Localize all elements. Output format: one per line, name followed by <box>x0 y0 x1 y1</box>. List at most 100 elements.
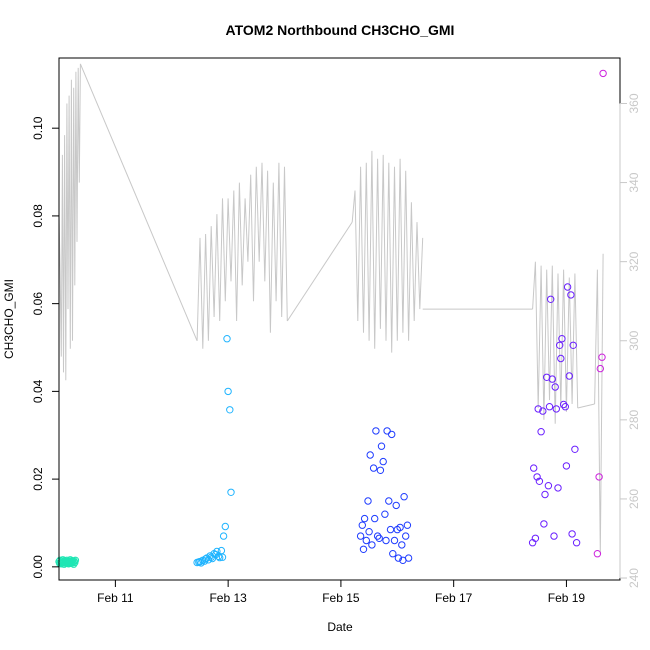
data-point <box>216 553 224 562</box>
data-point <box>562 462 571 470</box>
secondary-line-segment <box>532 261 579 424</box>
y2-tick-label: 300 <box>627 330 641 350</box>
secondary-line-segment <box>58 63 81 381</box>
x-axis: Feb 11 Feb 13 Feb 15 Feb 17 Feb 19 <box>97 579 586 605</box>
data-point <box>375 534 383 542</box>
data-point <box>593 550 602 558</box>
data-point <box>572 539 581 547</box>
data-point <box>540 520 548 528</box>
data-point <box>70 560 78 568</box>
data-point <box>558 335 566 343</box>
data-point <box>224 387 232 396</box>
chart-title: ATOM2 Northbound CH3CHO_GMI <box>226 22 455 38</box>
data-point <box>534 405 542 413</box>
y2-tick-label: 320 <box>627 251 641 271</box>
y-tick-label: 0.00 <box>31 555 45 579</box>
data-point <box>598 353 606 361</box>
data-point <box>362 536 370 545</box>
y2-axis: 240 260 280 300 320 340 360 <box>619 93 641 588</box>
y-tick-label: 0.04 <box>31 379 45 403</box>
data-point <box>544 482 553 490</box>
data-point <box>530 464 538 472</box>
y-tick-label: 0.02 <box>31 467 45 491</box>
data-point <box>206 552 214 560</box>
data-point <box>388 430 396 439</box>
data-point <box>379 457 387 466</box>
data-point <box>557 354 565 363</box>
data-point <box>531 534 540 542</box>
data-point <box>535 477 544 485</box>
data-point <box>402 532 410 540</box>
y-axis: 0.00 0.02 0.04 0.06 0.08 0.10 <box>31 116 60 579</box>
plot-frame <box>58 57 621 581</box>
data-point <box>559 400 568 409</box>
data-point <box>372 427 380 435</box>
data-point <box>390 536 399 545</box>
data-point <box>596 364 604 373</box>
data-point <box>548 375 556 383</box>
data-point <box>358 521 366 529</box>
data-point <box>394 554 403 562</box>
secondary-line-layer <box>58 63 604 555</box>
data-point <box>71 556 80 564</box>
data-point <box>227 488 235 496</box>
data-point <box>385 497 393 505</box>
data-point <box>550 532 558 540</box>
y2-tick-label: 240 <box>627 568 641 588</box>
data-point <box>359 545 368 553</box>
x-tick-label: Feb 15 <box>322 591 360 605</box>
y2-tick-label: 260 <box>627 489 641 509</box>
data-point <box>554 484 562 492</box>
y-tick-label: 0.08 <box>31 204 45 228</box>
data-point <box>595 473 603 481</box>
data-point <box>369 464 378 472</box>
y-tick-label: 0.10 <box>31 116 45 140</box>
x-tick-label: Feb 13 <box>209 591 247 605</box>
secondary-line-segment <box>286 221 353 322</box>
data-point <box>213 547 221 556</box>
data-point <box>567 291 575 299</box>
data-point <box>221 522 230 531</box>
data-point <box>396 523 404 532</box>
data-point <box>223 335 231 343</box>
y2-tick-label: 280 <box>627 410 641 430</box>
data-point <box>403 521 412 529</box>
data-point <box>389 550 397 558</box>
data-point <box>541 490 549 499</box>
data-point <box>356 532 365 540</box>
data-point <box>545 403 554 411</box>
data-point <box>371 514 379 523</box>
x-tick-label: Feb 11 <box>97 591 134 605</box>
x-tick-label: Feb 17 <box>435 591 473 605</box>
data-point <box>565 372 573 380</box>
data-point <box>398 541 406 549</box>
y-axis-label: CH3CHO_GMI <box>2 279 16 359</box>
data-point <box>599 69 607 78</box>
data-point <box>556 341 564 349</box>
data-point <box>404 554 413 562</box>
data-point <box>366 451 374 459</box>
data-point <box>539 407 547 415</box>
y2-tick-label: 340 <box>627 172 641 192</box>
data-point <box>364 497 372 505</box>
secondary-line-segment <box>196 162 288 349</box>
data-point <box>552 405 560 413</box>
data-point <box>365 528 373 536</box>
y-tick-label: 0.06 <box>31 292 45 316</box>
data-point <box>383 427 391 435</box>
x-tick-label: Feb 19 <box>548 591 586 605</box>
data-point <box>226 406 234 414</box>
data-point <box>551 383 559 391</box>
data-point <box>219 532 228 540</box>
data-point <box>381 510 389 518</box>
data-point <box>214 552 223 560</box>
data-point <box>218 553 227 561</box>
secondary-line-segment <box>79 63 198 341</box>
data-point <box>376 466 385 474</box>
secondary-line-segment <box>577 403 595 409</box>
y2-tick-label: 360 <box>627 93 641 113</box>
secondary-line-segment <box>351 150 424 353</box>
data-point <box>547 295 555 303</box>
data-point <box>217 546 226 555</box>
